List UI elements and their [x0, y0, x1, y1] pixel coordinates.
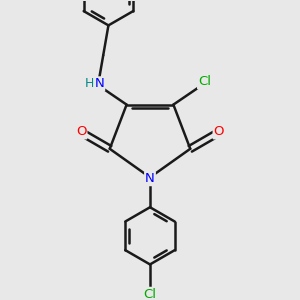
Text: N: N — [145, 172, 155, 185]
Text: H: H — [84, 77, 94, 90]
Text: O: O — [76, 125, 86, 138]
Text: O: O — [214, 125, 224, 138]
Text: N: N — [94, 77, 104, 90]
Text: Cl: Cl — [143, 288, 157, 300]
Text: Cl: Cl — [198, 75, 211, 88]
